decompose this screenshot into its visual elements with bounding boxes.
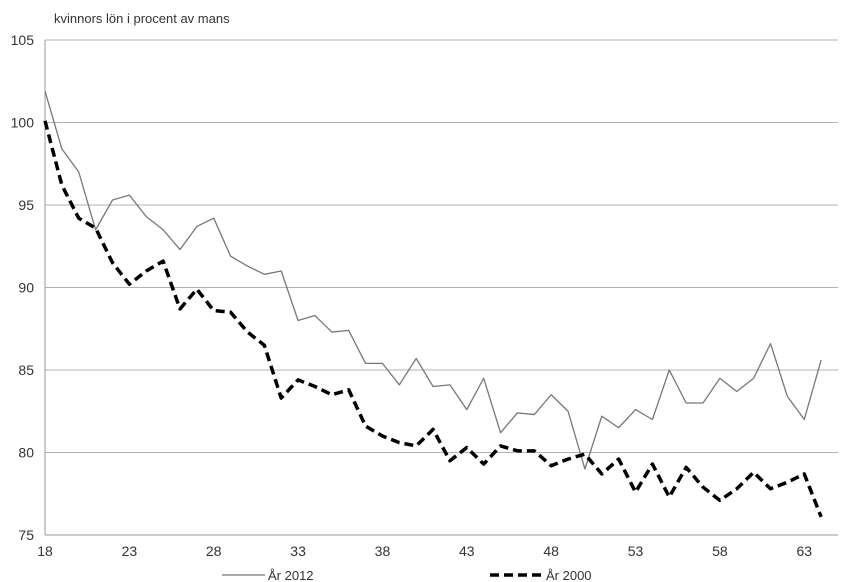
y-tick-label: 95 xyxy=(18,197,34,213)
y-tick-label: 100 xyxy=(11,115,35,131)
gridlines xyxy=(45,39,838,453)
y-tick-label: 75 xyxy=(18,527,34,543)
x-tick-label: 38 xyxy=(375,543,391,559)
x-tick-label: 43 xyxy=(459,543,475,559)
y-tick-label: 105 xyxy=(11,32,35,48)
legend: År 2012 År 2000 xyxy=(222,568,592,582)
y-tick-label: 80 xyxy=(18,445,34,461)
x-tick-labels: 18 23 28 33 38 43 48 53 58 63 xyxy=(37,543,812,559)
x-tick-label: 23 xyxy=(122,543,138,559)
x-tick-label: 53 xyxy=(628,543,644,559)
legend-label-1: År 2012 xyxy=(268,568,314,582)
series-line-1 xyxy=(44,90,822,470)
x-tick-label: 33 xyxy=(290,543,306,559)
y-tick-label: 85 xyxy=(18,362,34,378)
legend-label-2: År 2000 xyxy=(546,568,592,582)
x-tick-label: 18 xyxy=(37,543,53,559)
x-tick-label: 48 xyxy=(543,543,559,559)
series xyxy=(43,90,823,518)
y-axis-title: kvinnors lön i procent av mans xyxy=(54,11,230,26)
x-tick-label: 63 xyxy=(796,543,812,559)
y-tick-labels: 75 80 85 90 95 100 105 xyxy=(11,32,35,543)
series-line-2 xyxy=(43,120,823,518)
x-tick-label: 28 xyxy=(206,543,222,559)
y-tick-label: 90 xyxy=(18,280,34,296)
x-tick-label: 58 xyxy=(712,543,728,559)
